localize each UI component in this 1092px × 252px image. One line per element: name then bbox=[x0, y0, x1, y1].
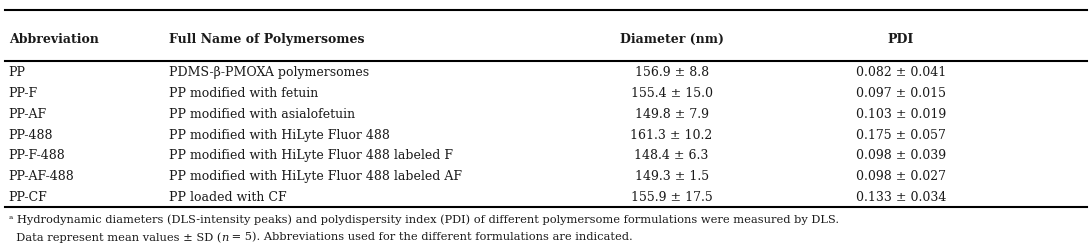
Text: 161.3 ± 10.2: 161.3 ± 10.2 bbox=[630, 128, 713, 141]
Text: PDMS-β-PMOXA polymersomes: PDMS-β-PMOXA polymersomes bbox=[169, 66, 369, 79]
Text: PP modified with fetuin: PP modified with fetuin bbox=[169, 87, 319, 100]
Text: 0.098 ± 0.027: 0.098 ± 0.027 bbox=[856, 169, 946, 182]
Text: PP modified with HiLyte Fluor 488 labeled AF: PP modified with HiLyte Fluor 488 labele… bbox=[169, 169, 462, 182]
Text: PP-AF-488: PP-AF-488 bbox=[9, 169, 74, 182]
Text: 0.103 ± 0.019: 0.103 ± 0.019 bbox=[856, 107, 946, 120]
Text: PP loaded with CF: PP loaded with CF bbox=[169, 190, 287, 203]
Text: 149.8 ± 7.9: 149.8 ± 7.9 bbox=[634, 107, 709, 120]
Text: PP-CF: PP-CF bbox=[9, 190, 47, 203]
Text: 155.9 ± 17.5: 155.9 ± 17.5 bbox=[631, 190, 712, 203]
Text: 155.4 ± 15.0: 155.4 ± 15.0 bbox=[630, 87, 713, 100]
Text: n: n bbox=[221, 232, 228, 242]
Text: Data represent mean values ± SD (: Data represent mean values ± SD ( bbox=[9, 231, 221, 242]
Text: PP modified with asialofetuin: PP modified with asialofetuin bbox=[169, 107, 355, 120]
Text: 0.133 ± 0.034: 0.133 ± 0.034 bbox=[856, 190, 946, 203]
Text: 156.9 ± 8.8: 156.9 ± 8.8 bbox=[634, 66, 709, 79]
Text: Diameter (nm): Diameter (nm) bbox=[619, 33, 724, 46]
Text: Full Name of Polymersomes: Full Name of Polymersomes bbox=[169, 33, 365, 46]
Text: Abbreviation: Abbreviation bbox=[9, 33, 98, 46]
Text: PP-F-488: PP-F-488 bbox=[9, 149, 66, 162]
Text: PP-488: PP-488 bbox=[9, 128, 54, 141]
Text: ᵃ Hydrodynamic diameters (DLS-intensity peaks) and polydispersity index (PDI) of: ᵃ Hydrodynamic diameters (DLS-intensity … bbox=[9, 214, 839, 224]
Text: 0.082 ± 0.041: 0.082 ± 0.041 bbox=[856, 66, 946, 79]
Text: 149.3 ± 1.5: 149.3 ± 1.5 bbox=[634, 169, 709, 182]
Text: 0.175 ± 0.057: 0.175 ± 0.057 bbox=[856, 128, 946, 141]
Text: = 5). Abbreviations used for the different formulations are indicated.: = 5). Abbreviations used for the differe… bbox=[228, 232, 633, 242]
Text: 148.4 ± 6.3: 148.4 ± 6.3 bbox=[634, 149, 709, 162]
Text: 0.098 ± 0.039: 0.098 ± 0.039 bbox=[856, 149, 946, 162]
Text: PP-AF: PP-AF bbox=[9, 107, 47, 120]
Text: PP modified with HiLyte Fluor 488 labeled F: PP modified with HiLyte Fluor 488 labele… bbox=[169, 149, 453, 162]
Text: PP: PP bbox=[9, 66, 26, 79]
Text: PP modified with HiLyte Fluor 488: PP modified with HiLyte Fluor 488 bbox=[169, 128, 390, 141]
Text: PP-F: PP-F bbox=[9, 87, 38, 100]
Text: 0.097 ± 0.015: 0.097 ± 0.015 bbox=[856, 87, 946, 100]
Text: PDI: PDI bbox=[888, 33, 914, 46]
